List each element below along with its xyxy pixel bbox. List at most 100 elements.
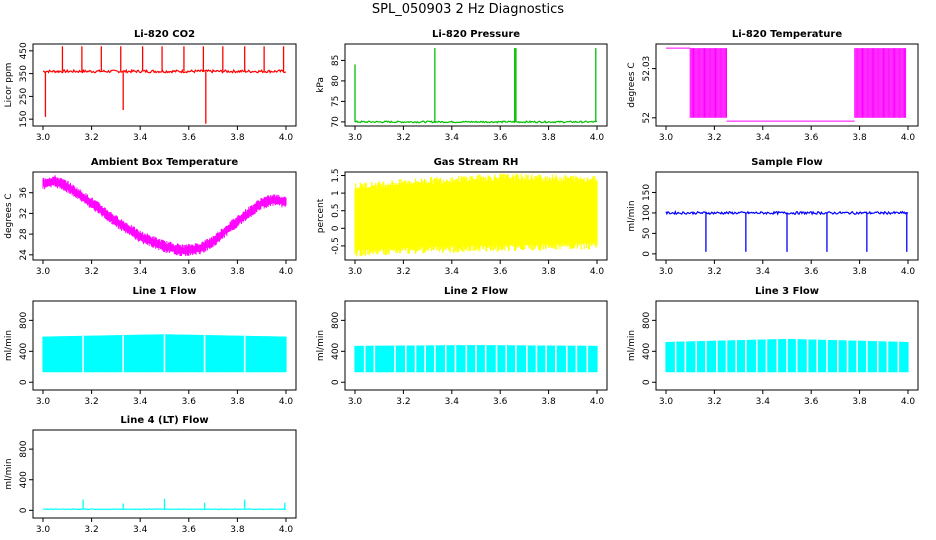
x-tick-label: 3.0 — [348, 267, 363, 277]
panel-title: Ambient Box Temperature — [91, 157, 238, 168]
x-tick-label: 3.4 — [133, 133, 148, 143]
panel-title: Sample Flow — [751, 157, 823, 168]
x-tick-label: 3.6 — [804, 267, 819, 277]
y-tick-label: 0 — [331, 225, 341, 231]
x-tick-label: 3.2 — [84, 397, 98, 407]
x-tick-label: 3.8 — [852, 267, 867, 277]
data-series — [665, 338, 909, 373]
x-tick-label: 3.4 — [445, 397, 460, 407]
y-tick-label: 800 — [331, 311, 341, 328]
y-tick-label: 150 — [19, 110, 29, 127]
x-tick-label: 3.8 — [852, 397, 867, 407]
x-tick-label: 3.2 — [396, 397, 410, 407]
panel-title: Gas Stream RH — [434, 157, 519, 168]
panel-2: Li-820 Pressure 3.0 3.2 3.4 3.6 3.8 4.0 70 75 80 8… — [316, 29, 608, 143]
plot-frame — [344, 171, 608, 261]
x-tick-label: 3.0 — [36, 525, 51, 535]
y-tick-label: 150 — [642, 184, 652, 201]
y-tick-label: 800 — [642, 311, 652, 328]
x-tick-label: 3.6 — [182, 133, 197, 143]
plot-frame — [32, 43, 297, 127]
x-tick-label: 3.8 — [541, 133, 556, 143]
series-line — [665, 210, 909, 216]
y-axis-label: percent — [316, 198, 326, 233]
series-line — [42, 68, 287, 74]
x-tick-label: 3.8 — [230, 525, 245, 535]
y-tick-label: 1 — [331, 190, 341, 196]
x-tick-label: 3.2 — [707, 267, 721, 277]
y-axis-label: degrees C — [4, 193, 14, 238]
panel-10: Line 4 (LT) Flow 3.0 3.2 3.4 3.6 3.8 4.0 0 400 80… — [4, 415, 297, 535]
y-tick-label: 0 — [642, 251, 652, 257]
x-tick-label: 3.2 — [396, 133, 410, 143]
data-series — [354, 173, 598, 257]
x-tick-label: 3.8 — [230, 267, 245, 277]
x-tick-label: 4.0 — [901, 133, 916, 143]
data-series — [354, 48, 598, 124]
data-series — [666, 47, 907, 122]
x-tick-label: 3.8 — [541, 267, 556, 277]
y-tick-label: 400 — [19, 342, 29, 359]
x-tick-label: 3.4 — [756, 397, 771, 407]
y-axis-label: ml/min — [4, 458, 14, 489]
y-tick-label: 24 — [19, 249, 29, 261]
y-tick-label: 85 — [331, 55, 341, 66]
x-tick-label: 3.8 — [852, 133, 867, 143]
y-axis-label: Licor ppm — [4, 63, 14, 108]
panel-6: Sample Flow 3.0 3.2 3.4 3.6 3.8 4.0 0 50 100 150 ml… — [627, 157, 919, 277]
x-tick-label: 3.6 — [493, 267, 508, 277]
y-tick-label: 80 — [331, 75, 341, 87]
x-tick-label: 3.6 — [182, 397, 197, 407]
x-tick-label: 3.0 — [36, 133, 51, 143]
x-tick-label: 4.0 — [279, 133, 294, 143]
series-line — [354, 120, 598, 124]
y-tick-label: 32 — [19, 208, 29, 219]
panel-title: Li-820 Temperature — [732, 29, 842, 40]
x-tick-label: 3.2 — [84, 133, 98, 143]
y-tick-label: 52.03 — [642, 56, 652, 82]
plot-frame — [655, 171, 919, 261]
data-series — [354, 345, 598, 373]
x-tick-label: 3.8 — [230, 397, 245, 407]
y-tick-label: 400 — [642, 342, 652, 359]
y-axis-label: ml/min — [627, 200, 637, 231]
y-tick-label: 36 — [19, 187, 29, 199]
x-tick-label: 3.6 — [182, 267, 197, 277]
y-tick-label: 0.5 — [331, 204, 341, 218]
x-tick-label: 3.8 — [230, 133, 245, 143]
x-tick-label: 3.4 — [445, 133, 460, 143]
y-tick-label: 70 — [331, 116, 341, 128]
x-tick-label: 3.0 — [348, 133, 363, 143]
panel-8: Line 2 Flow 3.0 3.2 3.4 3.6 3.8 4.0 0 400 800 ml/m… — [316, 286, 608, 407]
y-tick-label: 75 — [331, 96, 341, 107]
x-tick-label: 3.0 — [659, 133, 674, 143]
plot-frame — [655, 300, 919, 391]
x-tick-label: 3.4 — [133, 525, 148, 535]
y-tick-label: -0.5 — [331, 237, 341, 255]
y-axis-label: ml/min — [627, 330, 637, 361]
y-tick-label: 1.5 — [331, 168, 341, 182]
x-tick-label: 4.0 — [279, 397, 294, 407]
y-tick-label: 100 — [642, 204, 652, 221]
x-tick-label: 3.4 — [445, 267, 460, 277]
panel-5: Gas Stream RH 3.0 3.2 3.4 3.6 3.8 4.0 -0.5 0 0.5 1… — [316, 157, 608, 277]
y-axis-label: ml/min — [316, 330, 326, 361]
x-tick-label: 3.6 — [493, 133, 508, 143]
x-tick-label: 3.2 — [84, 267, 98, 277]
y-tick-label: 350 — [19, 65, 29, 82]
data-series — [42, 498, 287, 511]
panel-title: Line 4 (LT) Flow — [120, 415, 208, 426]
x-tick-label: 3.4 — [133, 397, 148, 407]
figure-title: SPL_050903 2 Hz Diagnostics — [371, 2, 565, 17]
x-tick-label: 3.6 — [493, 397, 508, 407]
y-tick-label: 28 — [19, 228, 29, 240]
x-tick-label: 4.0 — [590, 397, 605, 407]
x-tick-label: 4.0 — [901, 267, 916, 277]
x-tick-label: 3.2 — [396, 267, 410, 277]
x-tick-label: 3.4 — [756, 133, 771, 143]
x-tick-label: 3.2 — [707, 397, 721, 407]
plot-frame — [32, 300, 297, 391]
x-tick-label: 4.0 — [901, 397, 916, 407]
x-tick-label: 4.0 — [590, 267, 605, 277]
